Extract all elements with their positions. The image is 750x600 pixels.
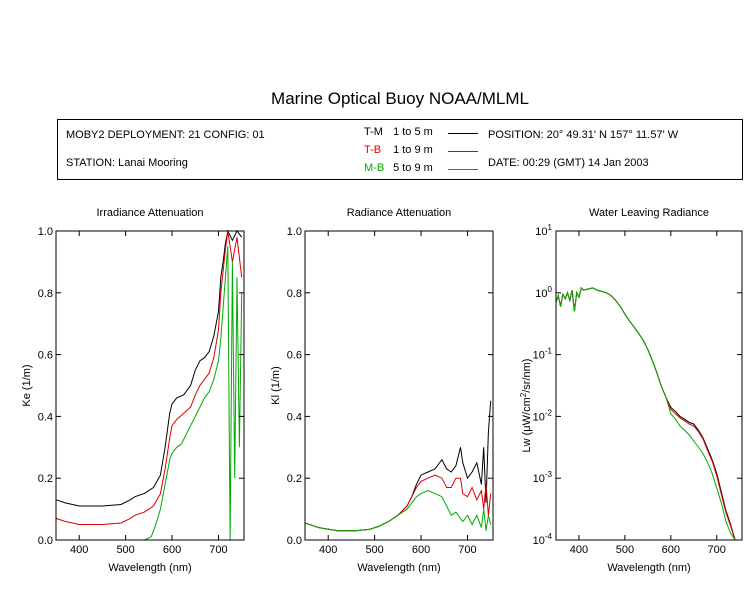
legend-range: 5 to 9 m bbox=[393, 162, 433, 174]
x-tick-label: 700 bbox=[458, 544, 476, 556]
y-tick-label: 100 bbox=[535, 285, 552, 300]
series-line-t-m bbox=[55, 229, 243, 507]
chart-title: Water Leaving Radiance bbox=[589, 207, 709, 219]
deployment-label: MOBY2 DEPLOYMENT: 21 CONFIG: 01 bbox=[66, 129, 265, 141]
legend-code: M-B bbox=[364, 162, 385, 174]
series-line-m-b bbox=[304, 490, 492, 532]
series-line-m-b bbox=[555, 286, 740, 541]
x-tick-label: 700 bbox=[209, 544, 227, 556]
series-line-t-m bbox=[304, 400, 492, 532]
y-axis-label: Kl (1/m) bbox=[270, 366, 282, 405]
series-line-m-b bbox=[56, 246, 243, 541]
info-box: MOBY2 DEPLOYMENT: 21 CONFIG: 01 STATION:… bbox=[57, 119, 743, 180]
x-tick-label: 400 bbox=[319, 544, 337, 556]
date-label: DATE: 00:29 (GMT) 14 Jan 2003 bbox=[488, 157, 649, 169]
plot-frame bbox=[304, 230, 494, 541]
x-tick-label: 500 bbox=[616, 544, 634, 556]
legend-item-mb: M-B 5 to 9 m bbox=[364, 162, 478, 174]
x-tick-label: 400 bbox=[570, 544, 588, 556]
y-tick-label: 0.8 bbox=[287, 288, 302, 300]
x-tick-label: 500 bbox=[116, 544, 134, 556]
legend-range: 1 to 5 m bbox=[393, 126, 433, 138]
y-tick-label: 10-2 bbox=[533, 408, 553, 423]
legend-item-tm: T-M 1 to 5 m bbox=[364, 126, 478, 138]
x-tick-label: 700 bbox=[708, 544, 726, 556]
legend-line bbox=[448, 133, 478, 134]
legend-code: T-M bbox=[364, 126, 383, 138]
station-label: STATION: Lanai Mooring bbox=[66, 157, 188, 169]
x-tick-label: 600 bbox=[412, 544, 430, 556]
series-line-t-b bbox=[555, 286, 740, 541]
plot-frame bbox=[55, 230, 245, 541]
series-line-t-b bbox=[55, 230, 243, 525]
chart-title: Radiance Attenuation bbox=[347, 207, 452, 219]
series-line-t-b bbox=[304, 474, 492, 532]
plot-frame bbox=[555, 230, 743, 541]
x-axis-label: Wavelength (nm) bbox=[607, 562, 690, 574]
legend-range: 1 to 9 m bbox=[393, 144, 433, 156]
y-tick-label: 1.0 bbox=[38, 226, 53, 238]
y-tick-label: 0.4 bbox=[38, 411, 53, 423]
y-tick-label: 1.0 bbox=[287, 226, 302, 238]
y-tick-label: 0.6 bbox=[38, 350, 53, 362]
y-tick-label: 0.0 bbox=[287, 535, 302, 547]
legend-code: T-B bbox=[364, 144, 382, 156]
x-tick-label: 600 bbox=[163, 544, 181, 556]
chart-title: Irradiance Attenuation bbox=[96, 207, 203, 219]
y-tick-label: 0.2 bbox=[287, 473, 302, 485]
y-tick-label: 10-3 bbox=[533, 470, 553, 485]
legend-item-tb: T-B 1 to 9 m bbox=[364, 144, 478, 156]
y-tick-label: 0.6 bbox=[287, 350, 302, 362]
legend-line bbox=[448, 169, 478, 170]
y-tick-label: 101 bbox=[535, 223, 552, 238]
y-axis-label: Ke (1/m) bbox=[21, 364, 33, 406]
y-tick-label: 0.4 bbox=[287, 411, 302, 423]
legend-line bbox=[448, 151, 478, 152]
y-axis-label: Lw (μW/cm2/sr/nm) bbox=[519, 359, 533, 453]
y-tick-label: 0.8 bbox=[38, 288, 53, 300]
page-title: Marine Optical Buoy NOAA/MLML bbox=[271, 89, 529, 108]
x-tick-label: 400 bbox=[70, 544, 88, 556]
y-tick-label: 0.2 bbox=[38, 473, 53, 485]
y-tick-label: 0.0 bbox=[38, 535, 53, 547]
position-label: POSITION: 20° 49.31' N 157° 11.57' W bbox=[488, 129, 679, 141]
x-axis-label: Wavelength (nm) bbox=[108, 562, 191, 574]
y-tick-label: 10-1 bbox=[533, 347, 553, 362]
series-line-t-m bbox=[555, 286, 740, 541]
x-axis-label: Wavelength (nm) bbox=[357, 562, 440, 574]
x-tick-label: 500 bbox=[365, 544, 383, 556]
x-tick-label: 600 bbox=[662, 544, 680, 556]
y-tick-label: 10-4 bbox=[533, 532, 553, 547]
